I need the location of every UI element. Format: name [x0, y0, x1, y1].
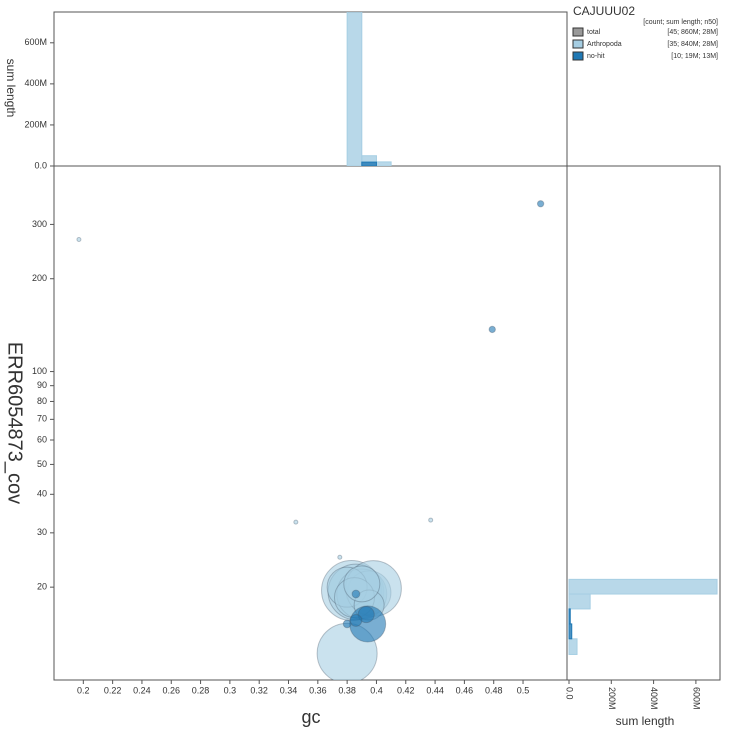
hist-bar — [568, 608, 571, 625]
point — [293, 519, 299, 525]
point — [349, 614, 363, 627]
legend-header: [count; sum length; n50] — [643, 19, 718, 26]
x-tick-label: 400M — [649, 687, 659, 710]
legend-swatch — [572, 51, 584, 61]
legend-name: total — [587, 29, 601, 36]
y-tick-label: 40 — [37, 489, 47, 499]
x-tick-label: 0.24 — [133, 685, 151, 695]
point — [536, 200, 545, 208]
y-tick-label: 60 — [37, 434, 47, 444]
legend-stats: [45; 860M; 28M] — [667, 29, 718, 36]
legend-title: CAJUUU02 — [573, 4, 635, 18]
x-tick-label: 0.2 — [77, 685, 90, 695]
legend-stats: [35; 840M; 28M] — [667, 41, 718, 48]
x-tick-label: 0.32 — [250, 685, 268, 695]
y-tick-label: 300 — [32, 219, 47, 229]
point — [357, 605, 375, 624]
main-panel-frame — [53, 165, 568, 681]
x-tick-label: 0.46 — [456, 685, 474, 695]
point — [343, 565, 381, 603]
legend-name: Arthropoda — [587, 41, 622, 48]
y-axis-label: ERR6054873_cov — [4, 342, 26, 504]
x-tick-label: 0.4 — [370, 685, 383, 695]
hist-bar — [568, 638, 578, 655]
x-tick-label: 0.34 — [280, 685, 298, 695]
top-y-axis-label: sum length — [4, 59, 18, 118]
y-tick-label: 600M — [24, 37, 47, 47]
point — [76, 237, 82, 243]
x-tick-label: 0.38 — [338, 685, 356, 695]
y-tick-label: 70 — [37, 414, 47, 424]
y-tick-label: 200 — [32, 273, 47, 283]
x-tick-label: 0.36 — [309, 685, 327, 695]
point — [337, 554, 343, 560]
hist-bar — [568, 593, 591, 610]
y-tick-label: 80 — [37, 396, 47, 406]
x-tick-label: 0.48 — [485, 685, 503, 695]
y-tick-label: 20 — [37, 582, 47, 592]
points — [76, 200, 545, 680]
top-panel-frame — [53, 11, 568, 167]
x-tick-label: 0.3 — [224, 685, 237, 695]
hist-bar — [568, 623, 573, 640]
y-tick-label: 90 — [37, 380, 47, 390]
point — [488, 325, 496, 334]
x-tick-label: 200M — [607, 687, 617, 710]
x-tick-label: 0.28 — [192, 685, 210, 695]
point — [351, 589, 361, 599]
x-tick-label: 0.5 — [517, 685, 530, 695]
right-x-axis-label: sum length — [616, 714, 675, 728]
x-tick-label: 0.0 — [565, 687, 575, 700]
x-tick-label: 0.42 — [397, 685, 415, 695]
y-tick-label: 0.0 — [34, 160, 47, 170]
hist-bar — [568, 578, 718, 595]
y-tick-label: 50 — [37, 459, 47, 469]
x-tick-label: 600M — [692, 687, 702, 710]
x-tick-label: 0.44 — [426, 685, 444, 695]
point — [428, 517, 434, 523]
y-tick-label: 30 — [37, 527, 47, 537]
legend-swatch — [572, 27, 584, 37]
hist-bar — [361, 155, 377, 166]
hist-bars — [346, 12, 392, 166]
x-tick-label: 0.22 — [104, 685, 122, 695]
right-panel-frame — [566, 165, 721, 681]
y-tick-label: 400M — [24, 78, 47, 88]
hist-bar — [375, 161, 392, 166]
y-tick-label: 200M — [24, 119, 47, 129]
hist-bar — [361, 161, 377, 166]
hist-bar — [346, 12, 363, 166]
y-tick-label: 100 — [32, 366, 47, 376]
legend-swatch — [572, 39, 584, 49]
legend-name: no-hit — [587, 53, 605, 60]
legend-stats: [10; 19M; 13M] — [671, 53, 718, 60]
x-tick-label: 0.26 — [162, 685, 180, 695]
point — [342, 619, 352, 629]
x-axis-label: gc — [301, 707, 320, 727]
